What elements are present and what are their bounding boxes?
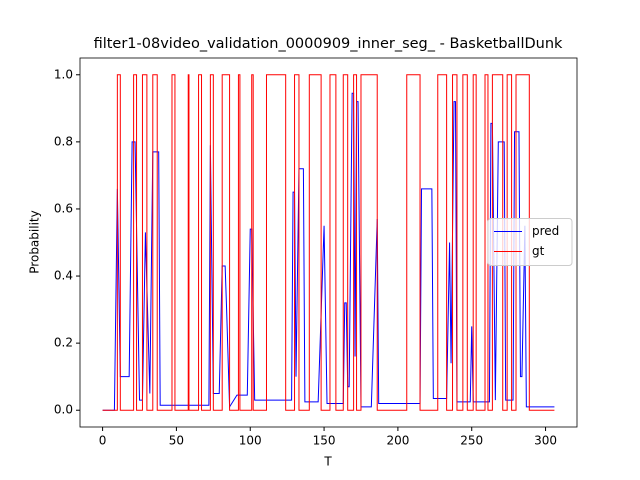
- line: [102, 74, 555, 411]
- plot-frame: [79, 57, 578, 428]
- x-tick-label: 0: [99, 434, 107, 448]
- y-tick-label: 0.6: [54, 201, 73, 215]
- y-tick-label: 1.0: [54, 67, 73, 81]
- legend-label: gt: [532, 244, 545, 258]
- y-tick-label: 0.4: [54, 269, 73, 283]
- line: [102, 92, 555, 411]
- x-tick-label: 100: [239, 434, 262, 448]
- x-axis-label: T: [323, 455, 332, 469]
- legend-label: pred: [532, 224, 559, 238]
- y-tick-label: 0.0: [54, 403, 73, 417]
- x-tick-label: 200: [386, 434, 409, 448]
- x-tick-label: 300: [534, 434, 557, 448]
- y-tick-label: 0.8: [54, 134, 73, 148]
- chart-title: filter1-08video_validation_0000909_inner…: [94, 36, 563, 52]
- x-tick-label: 250: [460, 434, 483, 448]
- legend-box: [487, 218, 573, 266]
- x-tick-label: 150: [313, 434, 336, 448]
- y-tick-label: 0.2: [54, 336, 73, 350]
- x-tick-label: 50: [169, 434, 184, 448]
- y-axis-label: Probability: [28, 210, 42, 273]
